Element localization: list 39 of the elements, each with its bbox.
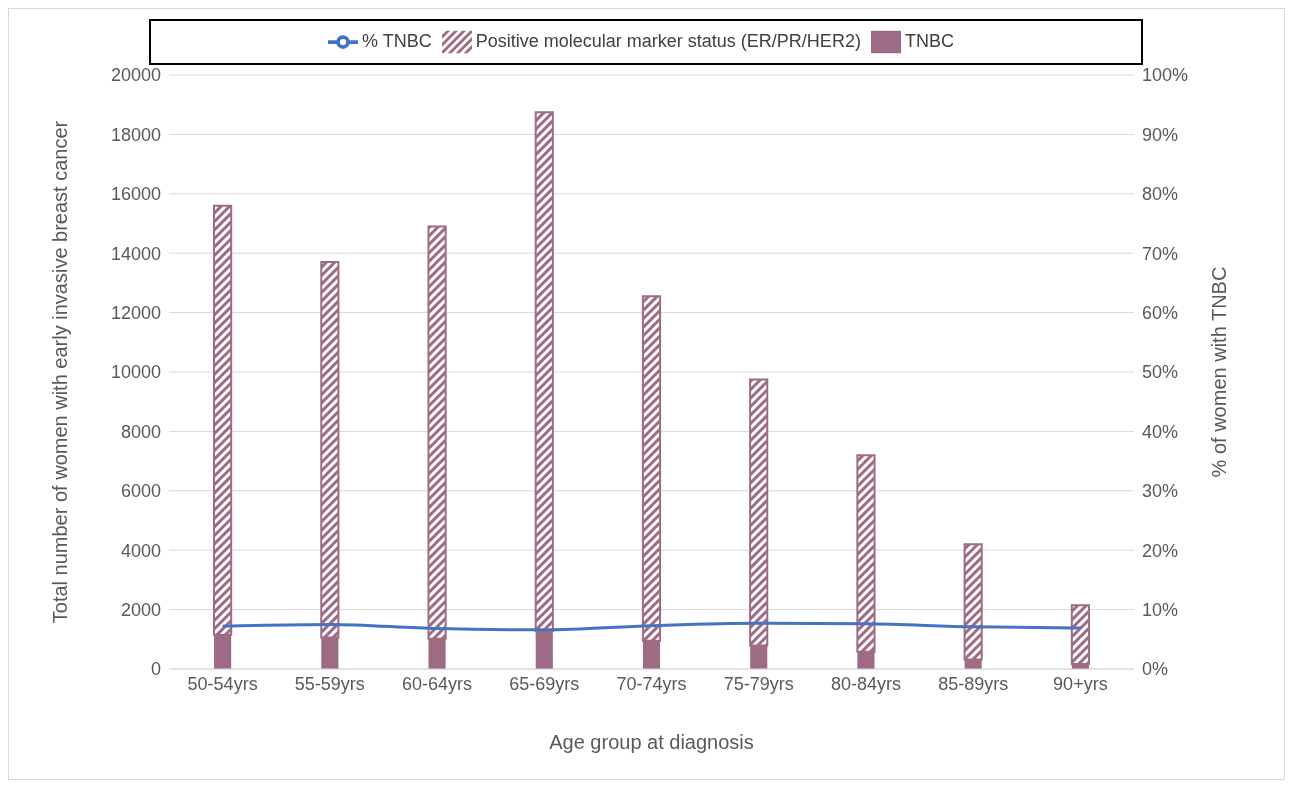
y-tick-label: 16000 — [110, 184, 161, 205]
legend-label: TNBC — [904, 30, 954, 51]
y2-tick-label: 50% — [1142, 362, 1179, 383]
y-tick-label: 2000 — [120, 599, 161, 620]
y-tick-label: 8000 — [120, 421, 161, 442]
y2-tick-label: 90% — [1142, 124, 1179, 145]
x-tick-label: 75-79yrs — [723, 673, 794, 694]
y2-tick-label: 70% — [1142, 243, 1179, 264]
y2-tick-label: 80% — [1142, 184, 1179, 205]
x-tick-label: 65-69yrs — [509, 673, 580, 694]
x-tick-label: 50-54yrs — [187, 673, 258, 694]
bar — [1070, 604, 1090, 665]
y-tick-label: 0 — [150, 659, 161, 680]
y-tick-label: 4000 — [120, 540, 161, 561]
x-tick-label: 60-64yrs — [402, 673, 473, 694]
y2-tick-label: 0% — [1142, 659, 1169, 680]
x-tick-label: 85-89yrs — [938, 673, 1009, 694]
y2-tick-label: 40% — [1142, 421, 1179, 442]
x-tick-label: 55-59yrs — [294, 673, 365, 694]
x-tick-label: 80-84yrs — [830, 673, 901, 694]
y-tick-label: 6000 — [120, 481, 161, 502]
line-series — [221, 621, 1082, 632]
y2-tick-label: 10% — [1142, 599, 1179, 620]
legend-label: % TNBC — [362, 30, 432, 51]
y-tick-label: 10000 — [110, 362, 161, 383]
x-axis-title: Age group at diagnosis — [549, 731, 754, 753]
y-tick-label: 12000 — [110, 302, 161, 323]
x-tick-label: 90+yrs — [1053, 673, 1108, 694]
y-tick-label: 18000 — [110, 124, 161, 145]
y2-tick-label: 30% — [1142, 481, 1179, 502]
legend-label: Positive molecular marker status (ER/PR/HER2) — [475, 30, 861, 51]
x-tick-label: 70-74yrs — [616, 673, 687, 694]
y2-tick-label: 60% — [1142, 302, 1179, 323]
y-axis-title: Total number of women with early invasive breast cancer — [49, 120, 71, 624]
y-tick-label: 20000 — [110, 65, 161, 86]
y2-tick-label: 20% — [1142, 540, 1179, 561]
y2-axis-title: % of women with TNBC — [1208, 266, 1231, 478]
y-tick-label: 14000 — [110, 243, 161, 264]
y2-tick-label: 100% — [1142, 65, 1189, 86]
